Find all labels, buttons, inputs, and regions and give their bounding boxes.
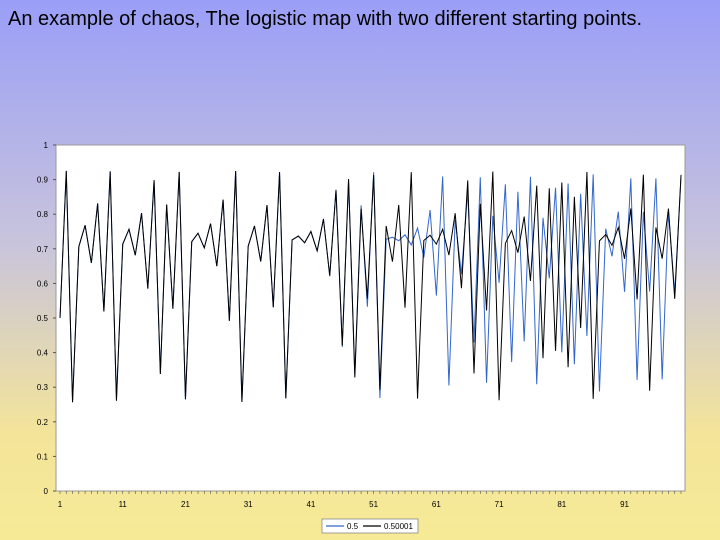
y-tick-label: 0.1 <box>37 452 49 461</box>
y-tick-label: 0.7 <box>37 245 49 254</box>
x-tick-label: 81 <box>557 500 566 509</box>
y-tick-label: 0 <box>44 487 49 496</box>
x-tick-label: 51 <box>369 500 378 509</box>
x-tick-label: 41 <box>306 500 315 509</box>
series-line-2 <box>59 170 682 403</box>
x-tick-label: 31 <box>244 500 253 509</box>
y-tick-label: 0.2 <box>37 418 49 427</box>
y-tick-label: 0.4 <box>37 349 49 358</box>
y-tick-label: 0.8 <box>37 210 49 219</box>
y-tick-label: 0.5 <box>37 314 49 323</box>
x-tick-label: 11 <box>119 500 128 509</box>
y-tick-label: 0.3 <box>37 383 49 392</box>
y-tick-label: 1 <box>44 141 49 150</box>
y-tick-label: 0.6 <box>37 279 49 288</box>
legend: 0.5 0.50001 <box>321 518 419 534</box>
series-layer <box>59 170 682 403</box>
x-tick-label: 71 <box>495 500 504 509</box>
x-tick-label: 91 <box>620 500 629 509</box>
legend-entry: 0.50001 <box>384 522 413 531</box>
x-tick-label: 61 <box>432 500 441 509</box>
slide-title: An example of chaos, The logistic map wi… <box>8 8 643 30</box>
x-tick-label: 21 <box>181 500 190 509</box>
legend-entry: 0.5 <box>347 522 359 531</box>
axes: 00.10.20.30.40.50.60.70.80.911 11 21 31 41 51… <box>37 141 682 509</box>
y-tick-label: 0.9 <box>37 176 49 185</box>
x-tick-label: 1 <box>58 500 63 509</box>
